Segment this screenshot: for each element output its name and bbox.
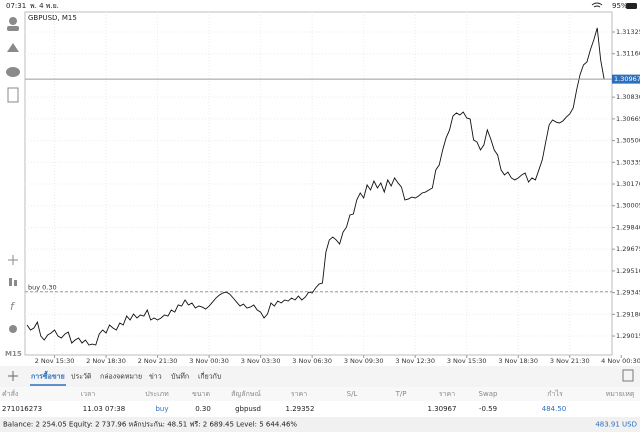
cell[interactable]: -0.59 <box>479 405 497 413</box>
tab[interactable]: บันทึก <box>171 372 189 381</box>
x-tick-label: 2 Nov 21:30 <box>138 357 178 365</box>
y-tick-label: 1.30500 <box>616 137 640 145</box>
account-body <box>7 26 19 31</box>
x-tick-label: 3 Nov 12:30 <box>395 357 435 365</box>
cell[interactable]: 1.30967 <box>428 405 457 413</box>
add-button[interactable] <box>8 371 18 381</box>
x-tick-label: 4 Nov 00:30 <box>601 357 640 365</box>
column-header: T/P <box>395 390 407 398</box>
y-tick-label: 1.30665 <box>616 115 640 123</box>
x-tick-label: 3 Nov 21:30 <box>550 357 590 365</box>
column-header: ขนาด <box>192 390 210 398</box>
current-price-box <box>612 74 640 84</box>
chart-title: GBPUSD, M15 <box>28 14 77 22</box>
chart-type-candle <box>14 280 17 286</box>
cell[interactable]: 11.03 07:38 <box>83 405 125 413</box>
battery: 95% <box>612 2 628 10</box>
y-tick-label: 1.31160 <box>616 50 640 58</box>
y-tick-label: 1.29840 <box>616 223 640 231</box>
chart-frame <box>24 11 613 356</box>
tab[interactable]: ข่าว <box>149 373 162 381</box>
cell[interactable]: 271016273 <box>2 405 42 413</box>
order-label: buy 0.30 <box>28 284 57 292</box>
y-tick-label: 1.29675 <box>616 245 640 253</box>
column-header: S/L <box>347 390 358 398</box>
y-tick-label: 1.31325 <box>616 28 640 36</box>
cell[interactable]: 484.50 <box>542 405 567 413</box>
tab[interactable]: เกี่ยวกับ <box>198 372 221 381</box>
y-tick-label: 1.29180 <box>616 310 640 318</box>
x-tick-label: 3 Nov 18:30 <box>498 357 538 365</box>
account-button[interactable] <box>9 17 17 25</box>
layout-button[interactable] <box>622 369 634 382</box>
footer-bar <box>0 417 640 432</box>
column-header: ประเภท <box>145 390 169 398</box>
price-line <box>26 27 605 346</box>
account-summary: Balance: 2 254.05 Equity: 2 737.96 หลักป… <box>3 421 297 429</box>
tab[interactable]: การซื้อขาย <box>31 370 65 381</box>
indicators-button[interactable]: f <box>10 300 16 313</box>
x-tick-label: 2 Nov 15:30 <box>35 357 75 365</box>
y-tick-label: 1.30005 <box>616 202 640 210</box>
column-header: หมายเหตุ <box>606 390 635 398</box>
y-tick-label: 1.29015 <box>616 332 640 340</box>
cell[interactable]: buy <box>155 405 168 413</box>
total-profit: 483.91 USD <box>595 421 637 429</box>
status-time: 07:31 <box>6 2 26 10</box>
cell[interactable]: 1.29352 <box>286 405 315 413</box>
y-tick-label: 1.30830 <box>616 93 640 101</box>
crosshair-button[interactable] <box>8 255 18 265</box>
x-tick-label: 3 Nov 00:30 <box>189 357 229 365</box>
table-header <box>0 387 640 401</box>
status-date: พ. 4 พ.ย. <box>30 2 59 10</box>
wifi-icon <box>591 2 603 8</box>
column-header: เวลา <box>81 390 96 398</box>
chat-button[interactable] <box>6 67 20 77</box>
cell[interactable]: 0.30 <box>195 405 211 413</box>
timeframe-button[interactable]: M15 <box>5 350 22 358</box>
objects-button[interactable] <box>9 325 17 333</box>
tab[interactable]: ประวัติ <box>71 373 92 381</box>
y-tick-label: 1.30335 <box>616 158 640 166</box>
trade-button[interactable] <box>7 43 19 52</box>
tab[interactable]: กล่องจดหมาย <box>100 373 142 381</box>
column-header: ราคา <box>439 390 455 398</box>
current-price-label: 1.30967 <box>614 75 640 83</box>
column-header: ราคา <box>291 390 307 398</box>
cell[interactable]: gbpusd <box>235 405 261 413</box>
battery-icon <box>626 3 637 9</box>
y-tick-label: 1.29345 <box>616 289 640 297</box>
y-tick-label: 1.29510 <box>616 267 640 275</box>
new-order-button[interactable] <box>7 87 19 103</box>
y-tick-label: 1.30170 <box>616 180 640 188</box>
column-header: คำสั่ง <box>2 389 18 398</box>
column-header: สัญลักษณ์ <box>231 390 261 398</box>
column-header: Swap <box>479 390 498 398</box>
x-tick-label: 3 Nov 06:30 <box>292 357 332 365</box>
column-header: กำไร <box>547 389 563 398</box>
x-tick-label: 3 Nov 03:30 <box>241 357 281 365</box>
x-tick-label: 3 Nov 15:30 <box>447 357 487 365</box>
chart-type-button[interactable] <box>9 278 12 286</box>
tab-bar <box>0 366 640 387</box>
toolbar: f M15 <box>5 17 22 358</box>
x-tick-label: 3 Nov 09:30 <box>344 357 384 365</box>
x-tick-label: 2 Nov 18:30 <box>86 357 126 365</box>
